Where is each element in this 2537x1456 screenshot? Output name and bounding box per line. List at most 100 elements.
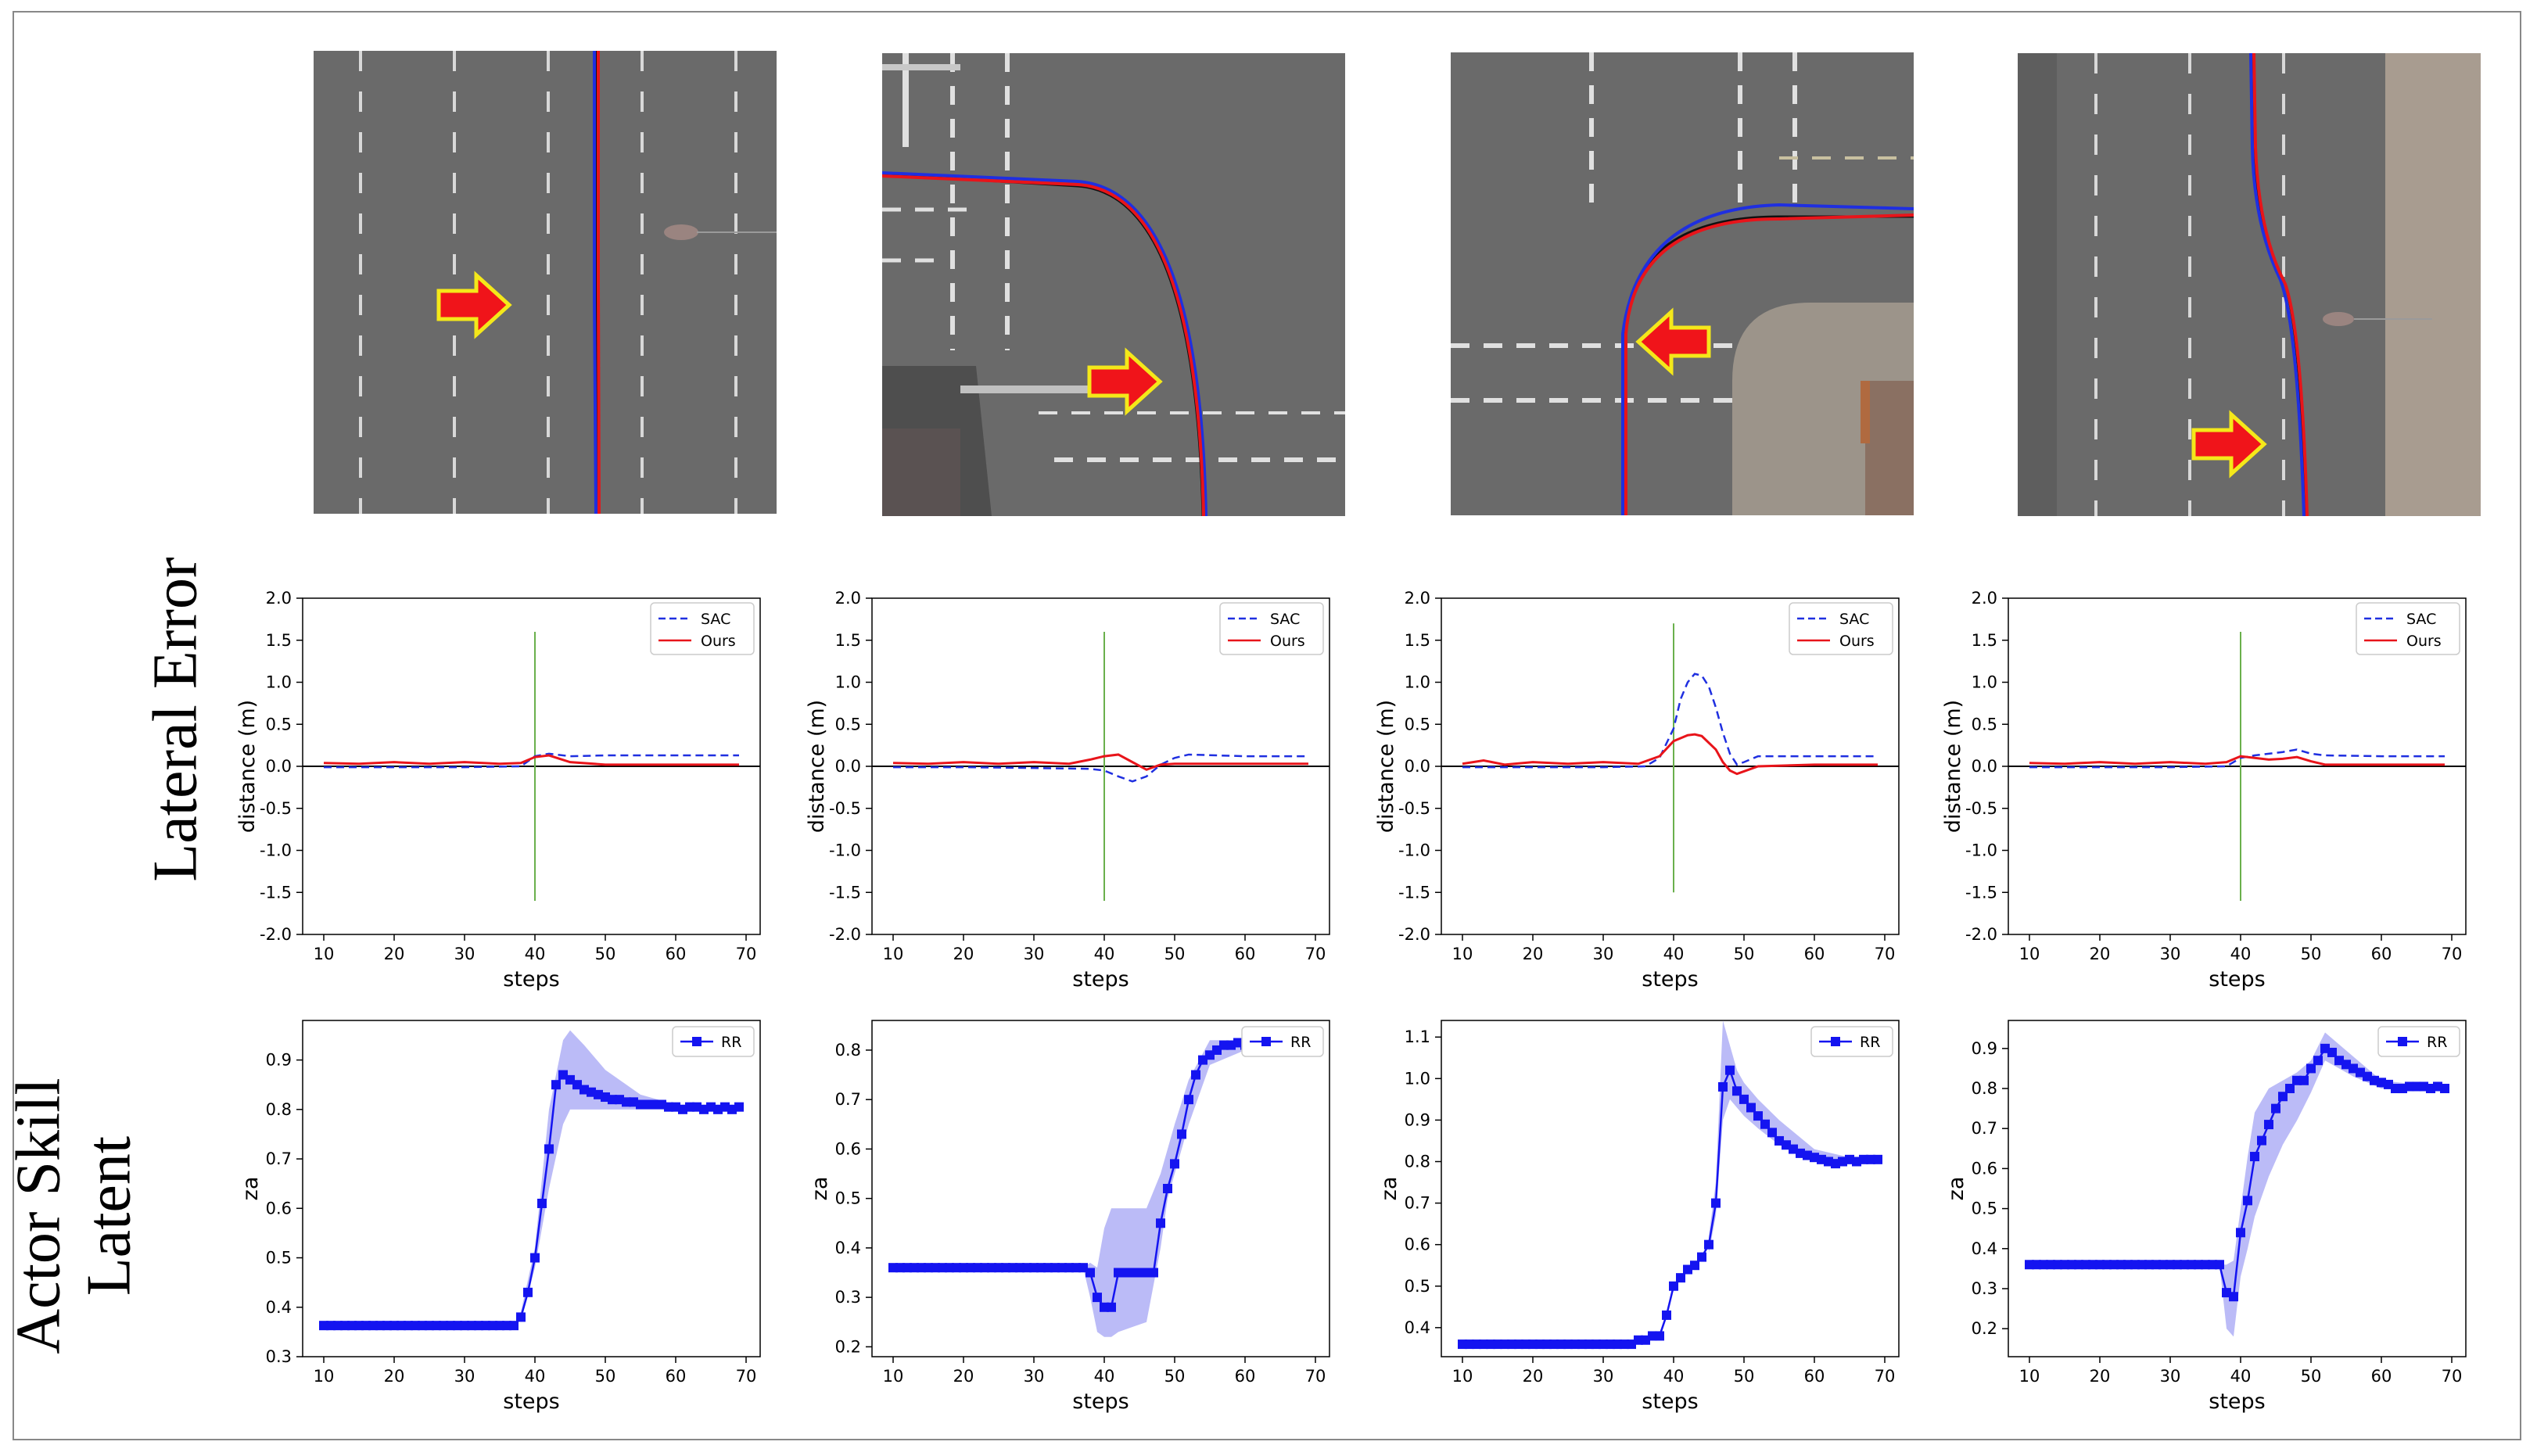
confidence-band [521, 1030, 739, 1322]
y-axis-label: distance (m) [1941, 700, 1965, 833]
x-tick-label: 60 [666, 1367, 687, 1386]
x-tick-label: 40 [525, 1367, 546, 1386]
y-tick-label: 0.3 [266, 1347, 292, 1366]
legend-marker-rr [2398, 1037, 2407, 1046]
scene-3-left-turn [1451, 52, 1914, 515]
data-point-rr [516, 1312, 526, 1322]
y-tick-label: 0.5 [1405, 715, 1430, 733]
legend-label-sac: SAC [1270, 611, 1300, 628]
y-tick-label: 0.0 [1405, 757, 1430, 776]
data-point-rr [1704, 1239, 1713, 1250]
y-tick-label: 0.6 [1972, 1159, 1997, 1178]
x-tick-label: 10 [314, 945, 335, 963]
data-point-rr [1093, 1293, 1102, 1303]
legend-label-rr: RR [1860, 1034, 1880, 1051]
lateral-error-chart-2: 10 20 30 40 50 60 70 -2.0 -1.5 -1.0 -0.5 0.0 0.5 1.0 1… [805, 589, 1330, 992]
data-point-rr [537, 1198, 547, 1208]
y-tick-label: -2.0 [260, 925, 292, 944]
y-axis-label: za [808, 1177, 832, 1201]
data-point-rr [1760, 1119, 1770, 1129]
y-tick-label: 0.6 [835, 1139, 861, 1158]
row-label-lateral-error: Lateral Error [141, 557, 210, 882]
y-tick-label: -2.0 [1965, 925, 1997, 944]
data-point-rr [1676, 1273, 1685, 1283]
y-tick-label: 0.6 [266, 1199, 292, 1218]
y-tick-label: 2.0 [835, 589, 861, 608]
actor-latent-chart-1: 10 20 30 40 50 60 70 0.3 0.4 0.5 0.6 0.7 0.8 0.9 steps… [239, 1020, 761, 1414]
data-point-rr [1156, 1218, 1165, 1228]
legend-label-sac: SAC [2406, 611, 2436, 628]
series-line-ours [2029, 755, 2445, 766]
data-point-rr [2264, 1120, 2273, 1130]
data-point-rr [2236, 1228, 2245, 1238]
y-tick-label: 0.7 [1405, 1194, 1430, 1213]
data-point-rr [509, 1321, 519, 1331]
plot-frame [1441, 1020, 1900, 1357]
confidence-band [1709, 1020, 1878, 1253]
y-tick-label: 0.7 [1972, 1119, 1997, 1138]
y-axis-label: distance (m) [1374, 700, 1398, 833]
data-point-rr [2313, 1056, 2323, 1066]
x-axis-label: steps [2209, 967, 2265, 992]
y-tick-label: 0.0 [1972, 757, 1997, 776]
series-line-sac [2029, 748, 2445, 769]
data-point-rr [1177, 1129, 1186, 1139]
data-point-rr [523, 1287, 533, 1297]
data-point-rr [1725, 1065, 1735, 1075]
data-point-rr [2440, 1084, 2449, 1094]
x-tick-label: 40 [1663, 945, 1685, 963]
legend-box [1219, 602, 1324, 655]
legend-label-sac: SAC [701, 611, 730, 628]
data-point-rr [2250, 1152, 2259, 1162]
y-tick-label: -0.5 [260, 799, 292, 818]
data-point-rr [1669, 1281, 1678, 1291]
y-tick-label: 1.5 [835, 631, 861, 650]
series-line-sac [893, 753, 1308, 783]
y-tick-label: -1.5 [260, 883, 292, 902]
lateral-error-chart-4: 10 20 30 40 50 60 70 -2.0 -1.5 -1.0 -0.5 0.0 0.5 1.0 1… [1941, 589, 2467, 992]
y-tick-label: 0.7 [266, 1149, 292, 1168]
x-tick-label: 10 [1452, 945, 1473, 963]
y-axis-label: za [1944, 1177, 1968, 1201]
legend-box [2356, 602, 2460, 655]
y-tick-label: 0.5 [1972, 715, 1997, 733]
x-tick-label: 50 [2301, 945, 2322, 963]
x-tick-label: 10 [2019, 1367, 2040, 1386]
x-axis-label: steps [1072, 1390, 1129, 1414]
y-tick-label: 0.5 [835, 715, 861, 733]
data-point-rr [2229, 1292, 2238, 1302]
x-axis-label: steps [1072, 967, 1129, 992]
y-axis-label: za [1377, 1177, 1401, 1201]
data-point-rr [1746, 1103, 1756, 1113]
data-point-rr [2271, 1103, 2280, 1114]
y-tick-label: 1.5 [1405, 631, 1430, 650]
x-tick-label: 20 [2090, 945, 2111, 963]
data-point-rr [1085, 1268, 1095, 1278]
legend-label-ours: Ours [701, 633, 736, 650]
series-line-ours [892, 753, 1308, 771]
y-tick-label: -0.5 [1398, 799, 1430, 818]
row-label-actor-line1: Actor Skill [4, 1078, 74, 1354]
y-tick-label: 0.3 [1972, 1279, 1997, 1298]
scene-2-right-turn [882, 53, 1345, 516]
legend-label-rr: RR [721, 1034, 741, 1051]
y-tick-label: 0.0 [266, 757, 292, 776]
x-tick-label: 70 [2442, 1367, 2463, 1386]
x-tick-label: 50 [1734, 945, 1755, 963]
x-tick-label: 30 [1024, 1367, 1045, 1386]
y-tick-label: 0.4 [266, 1298, 292, 1317]
lateral-error-chart-1: 10 20 30 40 50 60 70 -2.0 -1.5 -1.0 -0.5 0.0 0.5 1.0 1… [235, 589, 761, 992]
y-tick-label: -2.0 [829, 925, 861, 944]
legend-marker-rr [1261, 1037, 1271, 1046]
x-tick-label: 50 [1734, 1367, 1755, 1386]
x-tick-label: 70 [1875, 1367, 1896, 1386]
y-tick-label: 1.1 [1405, 1027, 1430, 1046]
x-tick-label: 70 [736, 1367, 757, 1386]
data-point-rr [1739, 1094, 1749, 1104]
x-tick-label: 20 [384, 1367, 405, 1386]
y-tick-label: 0.8 [1405, 1152, 1430, 1171]
data-point-rr [1753, 1111, 1763, 1121]
data-point-rr [734, 1102, 744, 1112]
x-tick-label: 20 [1523, 945, 1544, 963]
y-axis-label: distance (m) [805, 700, 829, 833]
